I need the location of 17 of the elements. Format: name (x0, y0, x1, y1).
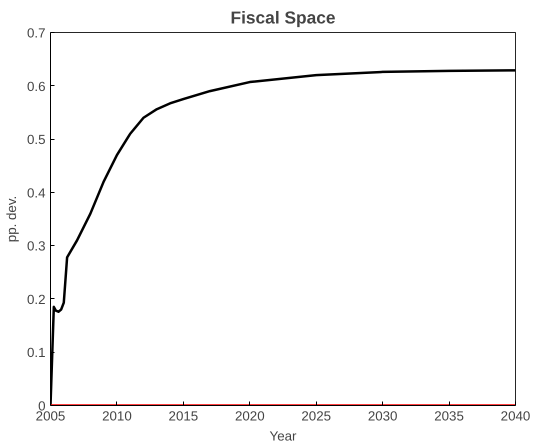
x-tick-label: 2015 (168, 408, 198, 424)
y-tick-label: 0.6 (26, 78, 46, 94)
y-tick-label: 0.2 (26, 292, 46, 307)
y-tick-label: 0.3 (26, 238, 46, 254)
x-tick-label: 2010 (102, 408, 132, 424)
x-tick-label: 2025 (301, 408, 332, 424)
y-tick-label: 0.1 (26, 345, 46, 360)
x-tick-label: 2020 (234, 408, 265, 424)
y-tick-label: 0.7 (26, 26, 46, 40)
x-tick-label: 2035 (434, 408, 464, 424)
chart-title: Fiscal Space (230, 8, 336, 28)
y-tick-label: 0.4 (26, 185, 46, 200)
x-tick-label: 2030 (368, 408, 398, 424)
x-axis-title: Year (270, 428, 298, 444)
y-axis-title: pp. dev. (4, 196, 19, 242)
y-tick-label: 0.5 (26, 132, 46, 148)
x-tick-label: 2040 (500, 408, 530, 424)
